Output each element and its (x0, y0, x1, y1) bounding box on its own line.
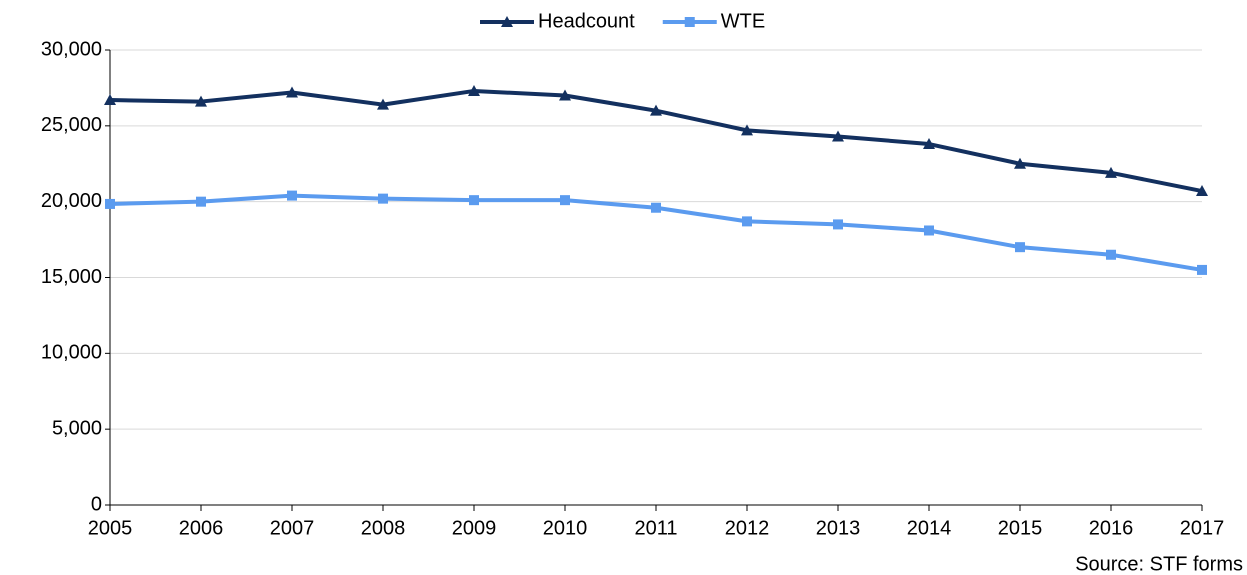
y-tick-label: 25,000 (41, 114, 102, 136)
marker (833, 219, 843, 230)
marker (1015, 242, 1025, 253)
legend-label: WTE (721, 10, 765, 32)
marker (923, 138, 935, 150)
marker (195, 95, 207, 107)
marker (559, 89, 571, 101)
marker (1196, 185, 1208, 197)
y-tick-label: 10,000 (41, 342, 102, 364)
marker (196, 196, 206, 207)
marker (105, 198, 115, 209)
marker (560, 195, 570, 206)
marker (1014, 157, 1026, 169)
marker (924, 225, 934, 236)
x-tick-label: 2016 (1089, 517, 1134, 539)
x-tick-label: 2011 (634, 517, 677, 539)
x-tick-label: 2015 (998, 517, 1043, 539)
y-tick-label: 15,000 (41, 266, 102, 288)
marker (1106, 249, 1116, 260)
x-tick-label: 2006 (179, 517, 224, 539)
x-tick-label: 2014 (907, 517, 952, 539)
y-tick-label: 5,000 (52, 417, 102, 439)
marker (377, 98, 389, 110)
marker (104, 94, 116, 106)
legend-label: Headcount (538, 10, 635, 32)
marker (684, 17, 695, 27)
x-tick-label: 2017 (1180, 517, 1225, 539)
x-tick-label: 2012 (725, 517, 770, 539)
x-tick-label: 2008 (361, 517, 406, 539)
x-tick-label: 2007 (270, 517, 315, 539)
x-tick-label: 2005 (88, 517, 133, 539)
y-tick-label: 0 (91, 493, 102, 515)
marker (378, 193, 388, 204)
marker (1105, 166, 1117, 178)
marker (287, 190, 297, 201)
marker (1197, 264, 1207, 275)
x-tick-label: 2013 (816, 517, 861, 539)
x-tick-label: 2010 (543, 517, 588, 539)
marker (501, 16, 513, 27)
marker (286, 86, 298, 98)
y-tick-label: 20,000 (41, 190, 102, 212)
marker (742, 216, 752, 227)
source-note: Source: STF forms (1075, 553, 1243, 575)
x-tick-label: 2009 (452, 517, 497, 539)
marker (469, 195, 479, 206)
y-tick-label: 30,000 (41, 38, 102, 60)
marker (468, 84, 480, 96)
marker (650, 104, 662, 116)
marker (651, 202, 661, 213)
marker (832, 130, 844, 142)
marker (741, 124, 753, 136)
